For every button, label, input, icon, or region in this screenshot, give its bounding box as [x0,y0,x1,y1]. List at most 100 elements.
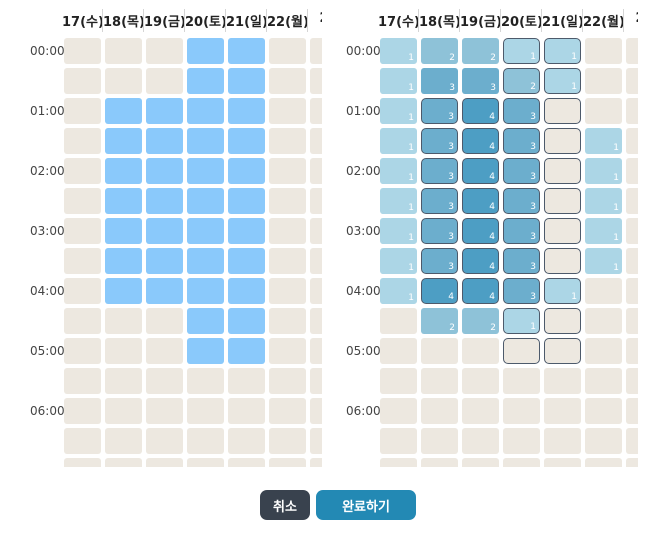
time-slot-cell[interactable]: 1 [380,158,417,184]
time-slot-cell[interactable] [462,458,499,467]
time-slot-cell[interactable] [105,188,142,214]
time-slot-cell[interactable] [310,368,322,394]
time-slot-cell[interactable] [64,128,101,154]
time-slot-cell[interactable] [105,428,142,454]
time-slot-cell[interactable] [269,338,306,364]
time-slot-cell[interactable] [64,68,101,94]
time-slot-cell[interactable] [544,218,581,244]
time-slot-cell[interactable] [146,98,183,124]
time-slot-cell[interactable] [105,308,142,334]
time-slot-cell[interactable] [269,398,306,424]
time-slot-cell[interactable] [269,128,306,154]
time-slot-cell[interactable] [146,278,183,304]
time-slot-cell[interactable]: 1 [585,158,622,184]
time-slot-cell[interactable] [269,278,306,304]
time-slot-cell[interactable] [228,218,265,244]
time-slot-cell[interactable] [64,158,101,184]
time-slot-cell[interactable]: 4 [462,98,499,124]
time-slot-cell[interactable] [380,398,417,424]
time-slot-cell[interactable] [503,368,540,394]
time-slot-cell[interactable] [626,398,638,424]
time-slot-cell[interactable] [626,38,638,64]
time-slot-cell[interactable] [544,158,581,184]
time-slot-cell[interactable] [269,248,306,274]
time-slot-cell[interactable] [544,98,581,124]
time-slot-cell[interactable] [626,278,638,304]
time-slot-cell[interactable]: 3 [503,98,540,124]
time-slot-cell[interactable] [228,308,265,334]
time-slot-cell[interactable] [310,278,322,304]
time-slot-cell[interactable] [544,458,581,467]
time-slot-cell[interactable] [105,38,142,64]
time-slot-cell[interactable] [228,428,265,454]
time-slot-cell[interactable]: 3 [421,98,458,124]
time-slot-cell[interactable] [585,368,622,394]
time-slot-cell[interactable] [105,458,142,467]
time-slot-cell[interactable]: 4 [462,128,499,154]
time-slot-cell[interactable] [146,428,183,454]
time-slot-cell[interactable] [105,218,142,244]
time-slot-cell[interactable] [269,428,306,454]
time-slot-cell[interactable]: 4 [462,248,499,274]
time-slot-cell[interactable]: 1 [544,38,581,64]
time-slot-cell[interactable]: 2 [421,38,458,64]
time-slot-cell[interactable] [228,38,265,64]
cancel-button[interactable]: 취소 [260,490,310,520]
time-slot-cell[interactable] [421,428,458,454]
time-slot-cell[interactable] [228,368,265,394]
time-slot-cell[interactable] [269,308,306,334]
time-slot-cell[interactable] [64,338,101,364]
time-slot-cell[interactable] [380,308,417,334]
time-slot-cell[interactable] [380,368,417,394]
time-slot-cell[interactable] [269,38,306,64]
time-slot-cell[interactable]: 1 [380,278,417,304]
time-slot-cell[interactable] [626,188,638,214]
time-slot-cell[interactable]: 4 [462,188,499,214]
time-slot-cell[interactable] [228,458,265,467]
time-slot-cell[interactable] [421,458,458,467]
time-slot-cell[interactable] [626,248,638,274]
time-slot-cell[interactable] [544,428,581,454]
time-slot-cell[interactable] [146,368,183,394]
time-slot-cell[interactable] [64,188,101,214]
time-slot-cell[interactable]: 3 [421,248,458,274]
time-slot-cell[interactable] [187,338,224,364]
time-slot-cell[interactable] [310,38,322,64]
time-slot-cell[interactable]: 1 [585,248,622,274]
time-slot-cell[interactable] [626,128,638,154]
time-slot-cell[interactable] [146,128,183,154]
time-slot-cell[interactable]: 3 [503,128,540,154]
time-slot-cell[interactable]: 1 [585,188,622,214]
time-slot-cell[interactable] [187,98,224,124]
time-slot-cell[interactable] [187,368,224,394]
time-slot-cell[interactable] [269,98,306,124]
time-slot-cell[interactable] [380,338,417,364]
time-slot-cell[interactable] [310,98,322,124]
time-slot-cell[interactable] [269,158,306,184]
time-slot-cell[interactable] [421,398,458,424]
time-slot-cell[interactable]: 2 [503,68,540,94]
time-slot-cell[interactable] [105,68,142,94]
time-slot-cell[interactable]: 4 [462,278,499,304]
time-slot-cell[interactable]: 1 [380,128,417,154]
time-slot-cell[interactable] [146,338,183,364]
time-slot-cell[interactable] [462,398,499,424]
time-slot-cell[interactable] [269,188,306,214]
time-slot-cell[interactable] [228,248,265,274]
time-slot-cell[interactable] [310,248,322,274]
time-slot-cell[interactable] [105,98,142,124]
time-slot-cell[interactable]: 3 [421,188,458,214]
time-slot-cell[interactable] [585,278,622,304]
time-slot-cell[interactable] [421,338,458,364]
time-slot-cell[interactable]: 3 [462,68,499,94]
time-slot-cell[interactable] [544,308,581,334]
time-slot-cell[interactable] [626,368,638,394]
time-slot-cell[interactable]: 3 [421,68,458,94]
time-slot-cell[interactable] [626,428,638,454]
time-slot-cell[interactable] [228,68,265,94]
time-slot-cell[interactable]: 3 [421,218,458,244]
time-slot-cell[interactable] [187,68,224,94]
time-slot-cell[interactable] [544,368,581,394]
time-slot-cell[interactable] [228,188,265,214]
time-slot-cell[interactable] [626,68,638,94]
